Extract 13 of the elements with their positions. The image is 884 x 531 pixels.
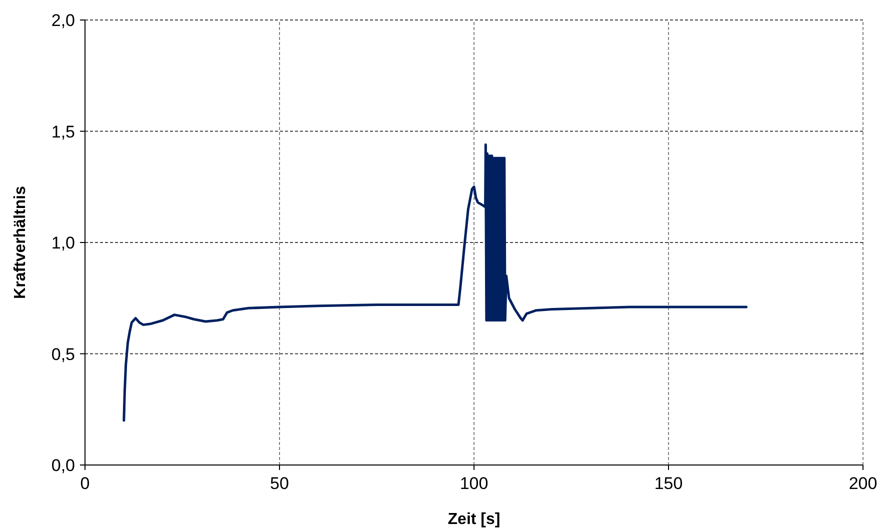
y-tick-label: 1,0 [51, 234, 75, 252]
x-tick-label: 50 [270, 474, 289, 493]
y-tick-label: 2,0 [51, 11, 75, 30]
y-tick-label: 0,5 [51, 344, 75, 364]
y-tick-label: 1,5 [51, 122, 75, 142]
y-axis-title: Kraftverhältnis [12, 186, 29, 299]
x-tick-label: 150 [654, 474, 683, 493]
x-axis-title: Zeit [s] [448, 511, 500, 528]
line-series [122, 143, 748, 422]
x-tick-label: 200 [848, 474, 878, 493]
y-tick-label: 0,0 [51, 456, 75, 475]
x-tick-label: 100 [460, 474, 488, 493]
x-tick-label: 0 [80, 474, 90, 493]
